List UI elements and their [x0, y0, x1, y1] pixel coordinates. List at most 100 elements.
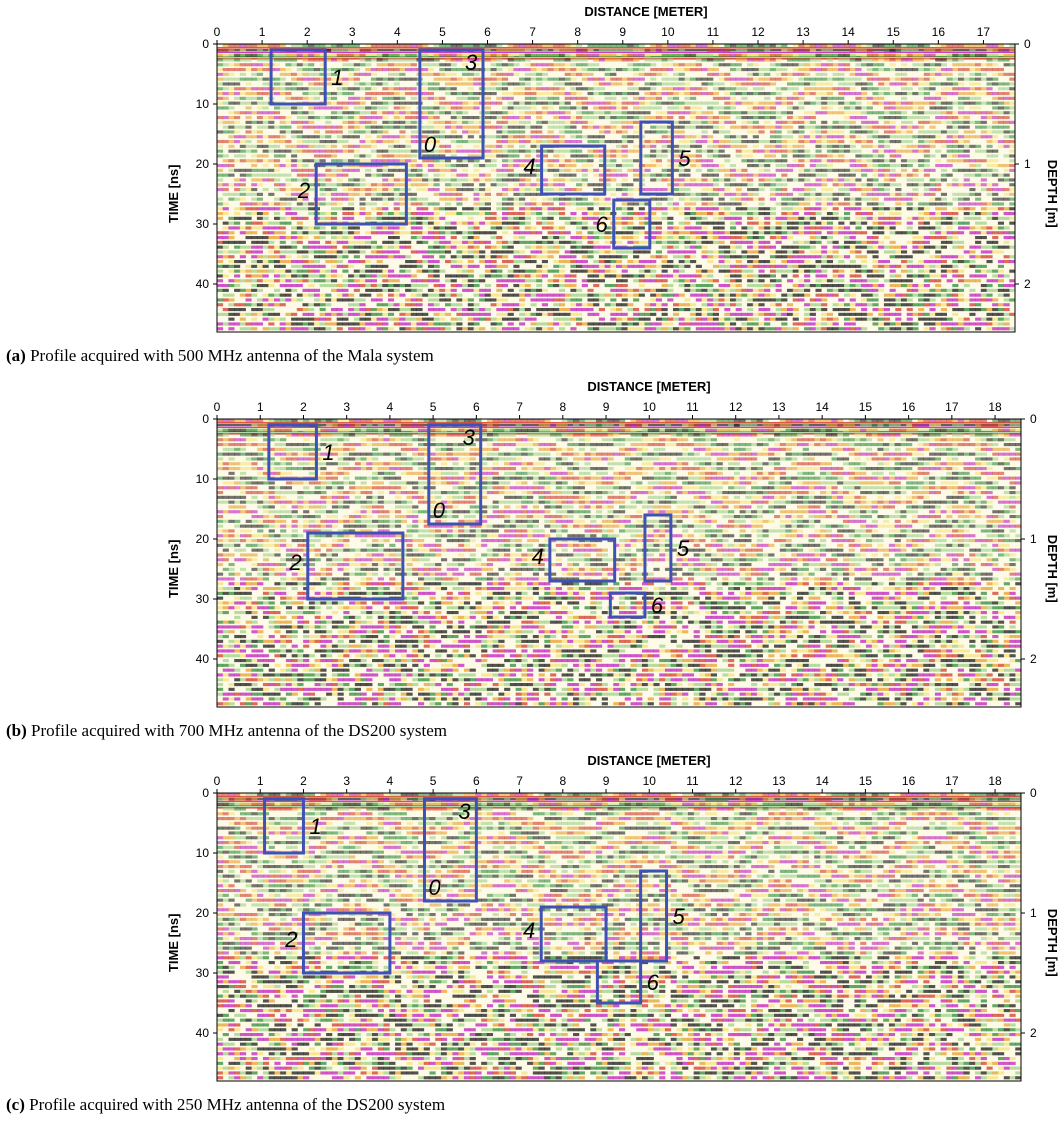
- x-tick-label: 5: [439, 25, 446, 39]
- x-tick-label: 16: [902, 774, 916, 788]
- depth-tick-label: 1: [1024, 157, 1031, 171]
- anomaly-label: 1: [309, 814, 321, 839]
- x-tick-label: 17: [977, 25, 991, 39]
- anomaly-label: 3: [463, 425, 476, 450]
- y-tick-label: 40: [196, 652, 210, 666]
- x-tick-label: 7: [529, 25, 536, 39]
- depth-tick-label: 1: [1030, 532, 1037, 546]
- anomaly-label: 4: [532, 544, 544, 569]
- x-tick-label: 5: [430, 774, 437, 788]
- x-tick-label: 10: [661, 25, 675, 39]
- y-tick-label: 30: [196, 966, 210, 980]
- anomaly-box: [263, 797, 305, 855]
- anomaly-label: 3: [458, 799, 471, 824]
- x-tick-label: 9: [619, 25, 626, 39]
- anomaly-label: 4: [523, 918, 535, 943]
- anomaly-label: 0: [428, 875, 441, 900]
- x-tick-label: 0: [214, 25, 221, 39]
- caption-c: (c) Profile acquired with 250 MHz antenn…: [6, 1095, 445, 1115]
- anomaly-box: [643, 513, 673, 583]
- x-tick-label: 2: [304, 25, 311, 39]
- anomaly-label: 5: [673, 904, 686, 929]
- y-tick-label: 0: [202, 412, 209, 426]
- depth-tick-label: 0: [1030, 786, 1037, 800]
- y-tick-label: 10: [196, 472, 210, 486]
- y-axis-title: TIME [ns]: [166, 540, 181, 599]
- y-tick-label: 20: [196, 906, 210, 920]
- depth-axis-title: DEPTH [m]: [1045, 535, 1060, 603]
- anomaly-box: [427, 423, 483, 526]
- x-tick-label: 6: [473, 400, 480, 414]
- x-tick-label: 17: [945, 774, 959, 788]
- x-tick-label: 2: [300, 400, 307, 414]
- radargram-texture: [217, 793, 1021, 1081]
- anomaly-label: 0: [424, 132, 437, 157]
- anomaly-box: [301, 911, 392, 975]
- x-tick-label: 16: [932, 25, 946, 39]
- depth-tick-label: 0: [1030, 412, 1037, 426]
- x-tick-label: 9: [603, 774, 610, 788]
- depth-axis-title: DEPTH [m]: [1045, 909, 1060, 977]
- x-tick-label: 7: [516, 774, 523, 788]
- depth-axis-title: DEPTH [m]: [1045, 160, 1060, 228]
- y-tick-label: 20: [196, 157, 210, 171]
- x-tick-label: 2: [300, 774, 307, 788]
- anomaly-label: 6: [595, 212, 608, 237]
- plot-frame: [216, 418, 1022, 708]
- x-tick-label: 1: [257, 774, 264, 788]
- y-tick-label: 30: [196, 217, 210, 231]
- y-axis-title: TIME [ns]: [166, 165, 181, 224]
- x-tick-label: 15: [887, 25, 901, 39]
- x-tick-label: 13: [796, 25, 810, 39]
- y-tick-label: 0: [202, 37, 209, 51]
- x-tick-label: 1: [257, 400, 264, 414]
- x-tick-label: 18: [988, 774, 1002, 788]
- anomaly-label: 2: [284, 927, 297, 952]
- x-tick-label: 4: [387, 400, 394, 414]
- anomaly-box: [608, 591, 647, 619]
- depth-tick-label: 2: [1024, 277, 1031, 291]
- anomaly-box: [548, 537, 617, 583]
- caption-text-b: Profile acquired with 700 MHz antenna of…: [31, 721, 447, 740]
- x-tick-label: 13: [772, 774, 786, 788]
- x-tick-label: 4: [387, 774, 394, 788]
- radargram-a: DISTANCE [METER]0 1 2 3 4 5 6 7 8 9 10 11 12 13 14 15 16…: [166, 4, 1060, 333]
- depth-tick-label: 2: [1030, 652, 1037, 666]
- x-tick-label: 1: [259, 25, 266, 39]
- caption-letter-b: (b): [6, 721, 27, 740]
- x-tick-label: 4: [394, 25, 401, 39]
- panel-a: DISTANCE [METER] 0 1 2 3 4 5 6 7 8 9 10 11 12 13 14 15 16…: [0, 0, 1063, 375]
- anomaly-label: 2: [289, 550, 302, 575]
- x-tick-label: 11: [686, 774, 699, 788]
- caption-letter-a: (a): [6, 346, 26, 365]
- anomaly-label: 0: [433, 498, 446, 523]
- x-tick-label: 0: [214, 774, 221, 788]
- x-tick-label: 8: [559, 400, 566, 414]
- depth-tick-label: 2: [1030, 1026, 1037, 1040]
- x-tick-label: 14: [815, 400, 829, 414]
- x-tick-label: 16: [902, 400, 916, 414]
- y-tick-label: 40: [196, 277, 210, 291]
- x-tick-label: 3: [343, 400, 350, 414]
- caption-letter-c: (c): [6, 1095, 25, 1114]
- x-tick-label: 12: [729, 774, 743, 788]
- x-tick-label: 6: [473, 774, 480, 788]
- anomaly-label: 2: [297, 178, 310, 203]
- x-tick-label: 14: [842, 25, 856, 39]
- x-tick-label: 15: [859, 400, 873, 414]
- x-tick-label: 10: [643, 400, 657, 414]
- x-tick-label: 3: [349, 25, 356, 39]
- caption-b: (b) Profile acquired with 700 MHz antenn…: [6, 721, 447, 741]
- anomaly-label: 6: [651, 593, 664, 618]
- anomaly-label: 6: [647, 970, 660, 995]
- x-tick-label: 10: [643, 774, 657, 788]
- y-tick-label: 40: [196, 1026, 210, 1040]
- y-axis-title: TIME [ns]: [166, 914, 181, 973]
- anomaly-label: 5: [677, 536, 690, 561]
- anomaly-box: [595, 959, 643, 1005]
- x-axis-title: DISTANCE [METER]: [587, 753, 710, 768]
- anomaly-box: [639, 869, 669, 963]
- x-tick-label: 17: [945, 400, 959, 414]
- x-tick-label: 12: [729, 400, 743, 414]
- x-tick-label: 5: [430, 400, 437, 414]
